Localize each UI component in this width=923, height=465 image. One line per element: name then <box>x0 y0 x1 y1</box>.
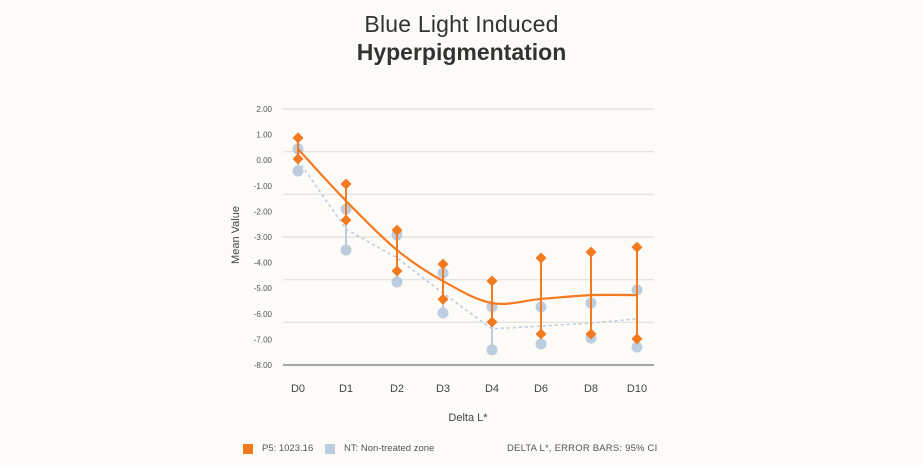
p5-ci-lower-marker <box>340 214 352 226</box>
y-tick-label: -7.00 <box>254 335 273 344</box>
y-tick-label: -5.00 <box>254 284 273 293</box>
y-tick-label: -1.00 <box>254 182 273 191</box>
nt-ci-lower-marker <box>292 165 304 177</box>
y-tick-label: 2.00 <box>256 105 272 114</box>
y-axis-label: Mean Value <box>230 206 242 264</box>
y-tick-label: 0.00 <box>256 156 272 165</box>
p5-ci-upper-marker <box>437 258 449 270</box>
legend-label-p5: P5: 1023.16 <box>262 443 314 454</box>
y-tick-label: -3.00 <box>254 233 273 242</box>
x-tick-label: D2 <box>390 383 404 395</box>
p5-ci-upper-marker <box>631 241 643 253</box>
x-tick-label: D4 <box>485 383 499 395</box>
legend-item-nt: NT: Non-treated zone <box>325 443 434 454</box>
line-chart: 2.00 1.00 0.00 -1.00 -2.00 -3.00 -4.00 -5.00 -6.… <box>230 105 654 424</box>
p5-ci-lower-marker <box>292 153 304 165</box>
legend-item-p5: P5: 1023.16 <box>243 443 313 454</box>
x-tick-label: D3 <box>436 383 450 395</box>
x-axis-label: Delta L* <box>448 412 488 424</box>
y-tick-label: -4.00 <box>254 259 273 268</box>
nt-ci-lower-marker <box>391 276 403 288</box>
nt-series-line <box>297 159 638 330</box>
x-tick-label: D6 <box>534 383 548 395</box>
p5-ci-lower-marker <box>631 333 643 345</box>
legend-note: DELTA L*, ERROR BARS: 95% CI <box>507 443 658 454</box>
p5-ci-lower-marker <box>585 328 597 340</box>
nt-ci-lower-marker <box>631 341 643 353</box>
p5-ci-lower-marker <box>437 293 449 305</box>
y-tick-label: -2.00 <box>254 207 273 216</box>
nt-ci-lower-marker <box>437 307 449 319</box>
p5-ci-upper-marker <box>486 275 498 287</box>
legend: P5: 1023.16 NT: Non-treated zone DELTA L… <box>0 443 923 459</box>
nt-ci-lower-marker <box>340 244 352 256</box>
y-tick-label: -8.00 <box>254 361 273 370</box>
p5-ci-upper-marker <box>292 132 304 144</box>
p5-series-line <box>297 148 638 305</box>
p5-ci-upper-marker <box>535 252 547 264</box>
p5-ci-lower-marker <box>486 316 498 328</box>
p5-ci-upper-marker <box>340 178 352 190</box>
x-tick-label: D8 <box>584 383 598 395</box>
x-tick-label: D1 <box>339 383 353 395</box>
y-tick-label: -6.00 <box>254 310 273 319</box>
p5-ci-upper-marker <box>585 246 597 258</box>
p5-ci-upper-marker <box>391 224 403 236</box>
x-tick-label: D10 <box>627 383 647 395</box>
legend-swatch-p5 <box>243 443 253 454</box>
nt-ci-lower-marker <box>486 344 498 356</box>
title-line-1: Blue Light Induced <box>364 11 559 37</box>
x-tick-label: D0 <box>291 383 305 395</box>
title-line-2: Hyperpigmentation <box>356 39 567 65</box>
p5-ci-lower-marker <box>391 265 403 277</box>
p5-ci-lower-marker <box>535 328 547 340</box>
legend-swatch-nt <box>325 443 335 454</box>
y-tick-label: 1.00 <box>256 131 272 140</box>
legend-label-nt: NT: Non-treated zone <box>344 443 435 454</box>
nt-ci-lower-marker <box>535 338 547 350</box>
chart-title: Blue Light Induced Hyperpigmentation <box>0 10 923 66</box>
